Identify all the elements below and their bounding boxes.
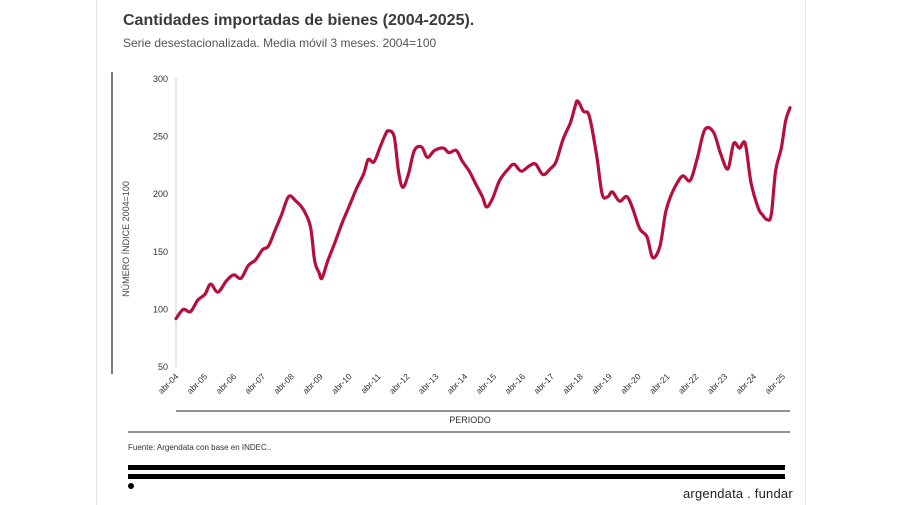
x-tick-label: abr-18	[560, 371, 585, 396]
x-tick-label: abr-21	[647, 371, 672, 396]
x-tick-label: abr-17	[532, 371, 557, 396]
x-axis-label: PERIODO	[449, 415, 491, 425]
y-tick-label: 300	[153, 74, 168, 84]
brand-logo: argendata . fundar	[683, 486, 793, 501]
footer-bar-top	[128, 465, 785, 470]
y-tick-label: 100	[153, 304, 168, 314]
x-tick-label: abr-12	[387, 371, 412, 396]
source-note: Fuente: Argendata con base en INDEC..	[128, 443, 272, 452]
footer-bar-bottom	[128, 474, 785, 479]
x-tick-label: abr-25	[763, 371, 788, 396]
x-tick-label: abr-14	[445, 371, 470, 396]
footer-dot	[128, 483, 134, 489]
x-tick-label: abr-15	[474, 371, 499, 396]
y-axis-label: NÚMERO ÍNDICE 2004=100	[121, 181, 131, 297]
y-tick-label: 250	[153, 132, 168, 142]
x-tick-label: abr-16	[503, 371, 528, 396]
x-tick-label: abr-08	[272, 371, 297, 396]
x-tick-label: abr-09	[300, 371, 325, 396]
x-tick-label: abr-10	[329, 371, 354, 396]
x-tick-label: abr-24	[734, 371, 759, 396]
y-tick-label: 200	[153, 189, 168, 199]
chart-title: Cantidades importadas de bienes (2004-20…	[123, 12, 475, 29]
x-tick-label: abr-19	[589, 371, 614, 396]
x-tick-label: abr-20	[618, 371, 643, 396]
x-tick-label: abr-07	[243, 371, 268, 396]
series-line	[174, 99, 792, 321]
chart-subtitle: Serie desestacionalizada. Media móvil 3 …	[123, 36, 437, 50]
x-tick-label: abr-04	[156, 371, 181, 396]
y-tick-label: 50	[158, 362, 168, 372]
x-tick-label: abr-05	[185, 371, 210, 396]
x-tick-label: abr-13	[416, 371, 441, 396]
chart-card	[96, 0, 806, 505]
x-tick-label: abr-22	[676, 371, 701, 396]
x-tick-label: abr-11	[359, 371, 383, 395]
x-tick-label: abr-23	[705, 371, 730, 396]
y-tick-label: 150	[153, 247, 168, 257]
x-tick-label: abr-06	[214, 371, 239, 396]
